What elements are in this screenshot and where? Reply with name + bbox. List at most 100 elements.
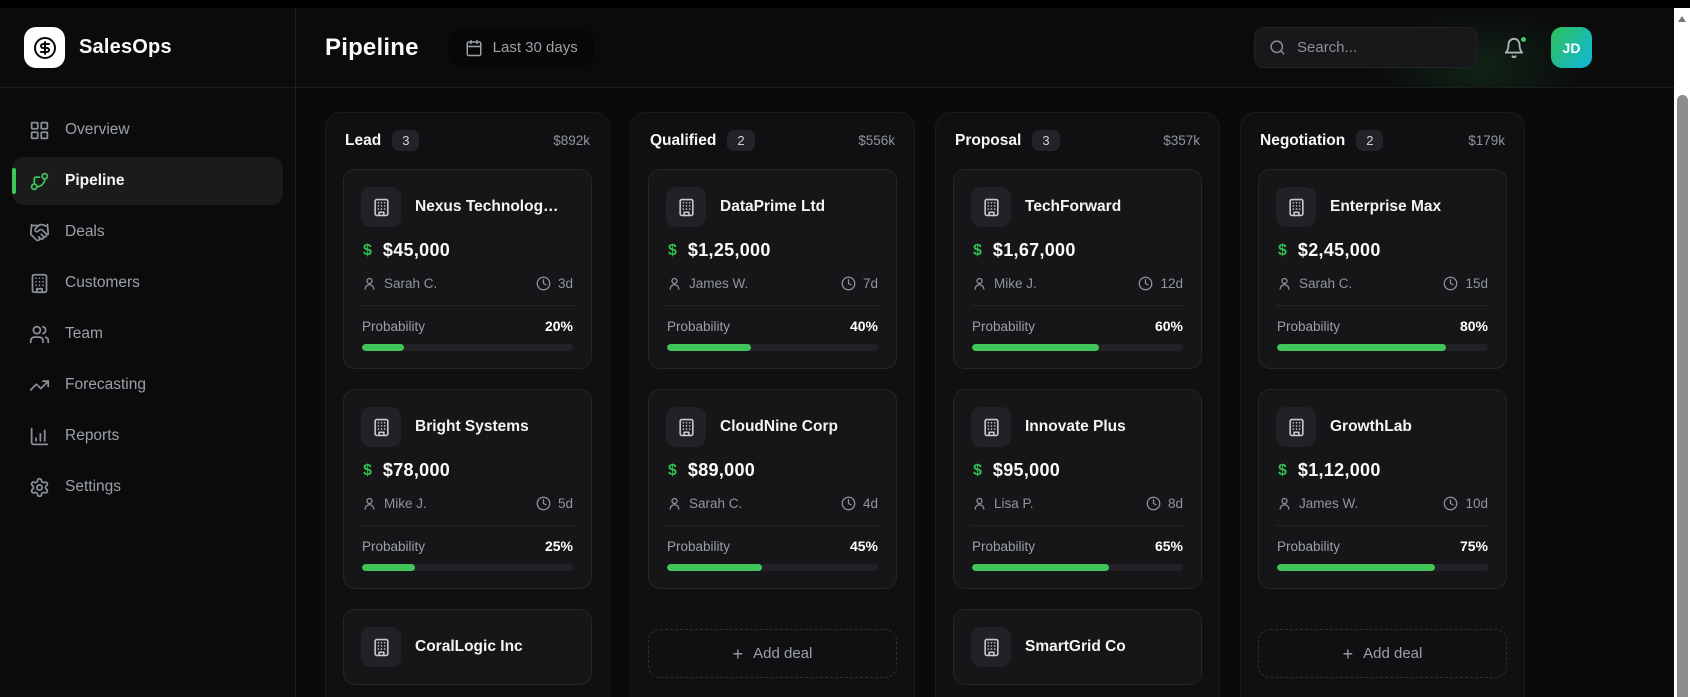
plus-icon: + <box>1342 643 1354 664</box>
column-total: $179k <box>1468 133 1505 148</box>
deal-card[interactable]: Bright Systems $ $78,000 Mike J. 5d Prob… <box>343 389 592 589</box>
vertical-scrollbar[interactable] <box>1674 8 1690 697</box>
deal-card[interactable]: Enterprise Max $ $2,45,000 Sarah C. 15d … <box>1258 169 1507 369</box>
column-total: $892k <box>553 133 590 148</box>
company-icon-box <box>1276 407 1316 447</box>
sidebar-item-deals[interactable]: Deals <box>12 208 283 256</box>
scrollbar-thumb[interactable] <box>1676 95 1688 697</box>
sidebar-item-overview[interactable]: Overview <box>12 106 283 154</box>
clock-icon <box>1444 496 1458 511</box>
deal-card[interactable]: DataPrime Ltd $ $1,25,000 James W. 7d Pr… <box>648 169 897 369</box>
probability-label: Probability <box>362 538 426 554</box>
scrollbar-up-arrow-icon[interactable] <box>1678 16 1686 22</box>
add-deal-label: Add deal <box>1363 645 1423 662</box>
deal-owner: James W. <box>689 276 749 291</box>
probability-fill <box>362 344 405 351</box>
date-range-filter[interactable]: Last 30 days <box>448 29 594 66</box>
users-icon <box>29 325 50 343</box>
sidebar-item-label: Reports <box>65 427 120 444</box>
deal-owner-meta: Sarah C. <box>1277 276 1352 291</box>
sidebar-item-settings[interactable]: Settings <box>12 463 283 511</box>
clock-icon <box>536 496 551 511</box>
sidebar-item-team[interactable]: Team <box>12 310 283 358</box>
deal-company-name: Nexus Technolog… <box>415 198 559 215</box>
probability-label: Probability <box>1277 318 1341 334</box>
sidebar-item-label: Customers <box>65 274 140 291</box>
column-title: Proposal <box>955 131 1022 149</box>
deal-card[interactable]: Nexus Technolog… $ $45,000 Sarah C. 3d P… <box>343 169 592 369</box>
probability-bar-track <box>362 344 573 351</box>
dollar-icon: $ <box>973 461 982 479</box>
deal-card[interactable]: TechForward $ $1,67,000 Mike J. 12d Prob… <box>953 169 1202 369</box>
deal-age-meta: 10d <box>1443 496 1488 511</box>
notifications-button[interactable] <box>1503 34 1528 59</box>
deal-company-name: Bright Systems <box>415 418 529 435</box>
search-input[interactable] <box>1297 39 1462 56</box>
deal-amount: $89,000 <box>687 460 756 480</box>
probability-value: 40% <box>849 318 878 334</box>
avatar[interactable]: JD <box>1551 27 1592 68</box>
add-deal-label: Add deal <box>753 645 813 662</box>
plus-icon: + <box>732 643 744 664</box>
company-icon-box <box>1276 187 1316 227</box>
deal-age: 15d <box>1465 276 1488 291</box>
deal-amount: $2,45,000 <box>1297 240 1381 260</box>
deal-amount: $95,000 <box>992 460 1061 480</box>
deal-amount: $45,000 <box>382 240 451 260</box>
column-header: Qualified 2 $556k <box>650 130 895 151</box>
probability-bar-track <box>972 344 1183 351</box>
deal-company-name: Innovate Plus <box>1025 418 1126 435</box>
column-cards: Nexus Technolog… $ $45,000 Sarah C. 3d P… <box>343 169 592 685</box>
deal-age: 10d <box>1465 496 1488 511</box>
probability-bar-track <box>362 564 573 571</box>
company-icon-box <box>361 407 401 447</box>
deal-card[interactable]: GrowthLab $ $1,12,000 James W. 10d Proba… <box>1258 389 1507 589</box>
grid-icon <box>30 121 49 139</box>
deal-card-partial[interactable]: SmartGrid Co <box>953 609 1202 685</box>
deal-owner-meta: James W. <box>667 276 748 291</box>
deal-owner: Sarah C. <box>689 496 743 511</box>
deal-card-partial[interactable]: CoralLogic Inc <box>343 609 592 685</box>
building-icon <box>1288 198 1304 216</box>
deal-age-meta: 12d <box>1138 276 1183 291</box>
dollar-icon: $ <box>363 241 372 259</box>
deal-owner-meta: Sarah C. <box>667 496 742 511</box>
building-icon <box>983 418 999 436</box>
deal-age: 4d <box>862 496 878 511</box>
pipeline-column: Negotiation 2 $179k Enterprise Max $ $2,… <box>1240 112 1525 697</box>
sidebar-item-customers[interactable]: Customers <box>12 259 283 307</box>
deal-company-name: DataPrime Ltd <box>720 198 826 215</box>
sidebar-item-reports[interactable]: Reports <box>12 412 283 460</box>
bell-icon <box>1504 37 1524 58</box>
deal-company-name: CloudNine Corp <box>720 418 838 435</box>
deal-company-name: TechForward <box>1025 198 1122 215</box>
probability-bar-track <box>1277 344 1488 351</box>
column-total: $357k <box>1163 133 1200 148</box>
probability-bar-track <box>972 564 1183 571</box>
deal-owner: Sarah C. <box>1299 276 1353 291</box>
sidebar-item-label: Pipeline <box>65 172 125 189</box>
deal-amount: $1,25,000 <box>687 240 771 260</box>
add-deal-button[interactable]: + Add deal <box>1258 629 1507 678</box>
clock-icon <box>841 496 856 511</box>
sidebar-item-pipeline[interactable]: Pipeline <box>12 157 283 205</box>
deal-card[interactable]: Innovate Plus $ $95,000 Lisa P. 8d Proba… <box>953 389 1202 589</box>
pipeline-column: Qualified 2 $556k DataPrime Ltd $ $1,25,… <box>630 112 915 697</box>
probability-value: 80% <box>1459 318 1488 334</box>
building-icon <box>373 638 389 656</box>
deal-card[interactable]: CloudNine Corp $ $89,000 Sarah C. 4d Pro… <box>648 389 897 589</box>
user-icon <box>669 497 680 510</box>
probability-label: Probability <box>972 538 1036 554</box>
sidebar-item-forecasting[interactable]: Forecasting <box>12 361 283 409</box>
company-icon-box <box>666 407 706 447</box>
probability-bar-track <box>667 344 878 351</box>
building-icon <box>1288 418 1304 436</box>
probability-value: 75% <box>1459 538 1488 554</box>
date-range-label: Last 30 days <box>492 39 578 56</box>
add-deal-button[interactable]: + Add deal <box>648 629 897 678</box>
probability-value: 65% <box>1154 538 1183 554</box>
column-cards: TechForward $ $1,67,000 Mike J. 12d Prob… <box>953 169 1202 685</box>
probability-bar-track <box>667 564 878 571</box>
deal-age: 12d <box>1160 276 1183 291</box>
deal-owner: Lisa P. <box>994 496 1034 511</box>
